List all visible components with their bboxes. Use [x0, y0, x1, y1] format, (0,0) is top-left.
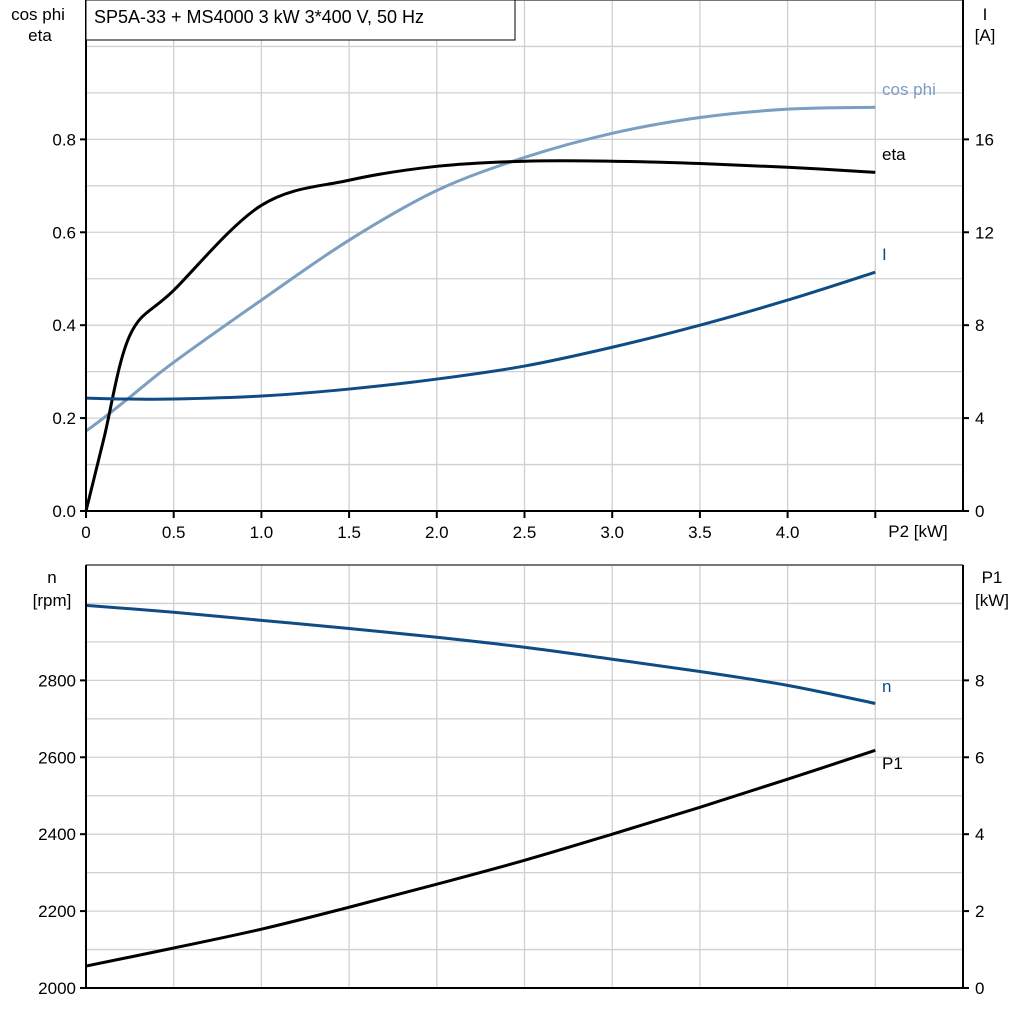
x-axis-label: P2 [kW] [888, 522, 948, 541]
y-left-tick-label: 0.2 [52, 409, 76, 428]
x-tick-label: 4.0 [776, 523, 800, 542]
x-tick-label: 3.5 [688, 523, 712, 542]
x-tick-label: 2.0 [425, 523, 449, 542]
y-left-tick-label: 0.4 [52, 316, 76, 335]
x-tick-label: 0 [81, 523, 90, 542]
curves [84, 105, 876, 968]
series-line-n [85, 603, 876, 705]
y-right-tick-label: 0 [975, 502, 984, 521]
x-tick-label: 1.0 [250, 523, 274, 542]
series-label-n: n [882, 677, 891, 696]
y-right-tick-label: 4 [975, 825, 984, 844]
top-grid [86, 0, 963, 511]
top-left-axis-label-2: eta [28, 26, 52, 45]
y-left-tick-label: 2200 [38, 902, 76, 921]
y-left-tick-label: 2600 [38, 748, 76, 767]
top-right-axis-label-1: I [983, 5, 988, 24]
x-tick-label: 0.5 [162, 523, 186, 542]
x-tick-label: 3.0 [600, 523, 624, 542]
series-label-cos-phi: cos phi [882, 80, 936, 99]
y-right-tick-label: 2 [975, 902, 984, 921]
y-right-tick-label: 8 [975, 316, 984, 335]
series-line-cos-phi [85, 105, 876, 433]
series-line-eta [84, 159, 876, 512]
top-right-axis-label-2: [A] [975, 26, 996, 45]
bottom-left-axis-label-1: n [47, 568, 56, 587]
bottom-right-axis-label-2: [kW] [975, 591, 1009, 610]
x-tick-label: 2.5 [513, 523, 537, 542]
bottom-grid [86, 564, 963, 988]
y-left-tick-label: 2000 [38, 979, 76, 998]
series-line-p1 [85, 748, 876, 968]
y-right-tick-label: 6 [975, 748, 984, 767]
y-right-tick-label: 16 [975, 130, 994, 149]
x-tick-label: 1.5 [337, 523, 361, 542]
y-left-tick-label: 0.6 [52, 223, 76, 242]
top-left-axis-label-1: cos phi [11, 5, 65, 24]
series-label-eta: eta [882, 145, 906, 164]
title-box [85, 0, 516, 41]
series-label-i: I [882, 245, 887, 264]
y-right-tick-label: 12 [975, 223, 994, 242]
y-right-tick-label: 8 [975, 671, 984, 690]
y-right-tick-label: 0 [975, 979, 984, 998]
series-line-i [85, 270, 876, 401]
y-left-tick-label: 0.0 [52, 502, 76, 521]
y-left-tick-label: 2400 [38, 825, 76, 844]
chart-title: SP5A-33 + MS4000 3 kW 3*400 V, 50 Hz [94, 7, 424, 27]
bottom-left-axis-label-2: [rpm] [33, 591, 72, 610]
bottom-right-axis-label-1: P1 [982, 568, 1003, 587]
y-left-tick-label: 2800 [38, 671, 76, 690]
labels: SP5A-33 + MS4000 3 kW 3*400 V, 50 Hz cos… [11, 0, 1009, 773]
series-label-p1: P1 [882, 754, 903, 773]
y-left-tick-label: 0.8 [52, 130, 76, 149]
y-right-tick-label: 4 [975, 409, 984, 428]
axes: 0.00.20.40.60.80481216200022002400260028… [38, 0, 994, 998]
